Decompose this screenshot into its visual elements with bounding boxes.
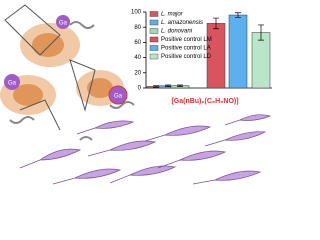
legend-swatch <box>149 53 159 60</box>
y-tick-label: 60 <box>134 40 141 46</box>
legend-swatch <box>149 11 159 17</box>
bar <box>228 14 248 89</box>
legend-swatch <box>149 28 159 34</box>
error-bar <box>235 12 241 18</box>
chart: [Ga(nBu)₂(C₈H₆NO)] 0 20 40 60 80 100 L. major L… <box>131 10 272 105</box>
x-axis-label: [Ga(nBu)₂(C₈H₆NO)] <box>171 98 238 105</box>
ga-label: Ga <box>59 21 68 27</box>
butyl-chains <box>9 21 135 141</box>
bar <box>251 32 271 89</box>
legend-label: L. amazonensis <box>161 20 203 26</box>
error-bar <box>153 85 159 88</box>
legend-label: Positive control LM <box>161 37 212 43</box>
ga-sphere <box>56 15 70 29</box>
nucleus <box>13 84 43 106</box>
nucleus <box>32 33 64 57</box>
error-bar <box>258 24 264 41</box>
y-tick-label: 20 <box>134 70 141 76</box>
y-tick-label: 40 <box>134 55 141 61</box>
legend-label: L. major <box>161 12 184 18</box>
ga-sphere <box>4 74 20 90</box>
legend-swatch <box>149 45 159 51</box>
error-bar <box>213 17 219 30</box>
nucleus <box>87 78 113 98</box>
legend-label: Positive control LD <box>161 54 212 60</box>
y-tick-label: 80 <box>134 25 141 31</box>
legend-label: L. donovani <box>161 29 193 35</box>
page: Ga Ga Ga [Ga(nBu)₂(C₈H₆NO)] 0 20 40 60 80 100… <box>0 4 272 185</box>
error-bar <box>165 84 171 87</box>
molecule-lines <box>4 4 96 131</box>
error-bar <box>177 84 183 87</box>
illustration: Ga Ga Ga <box>0 4 272 185</box>
y-tick-label: 0 <box>138 86 142 92</box>
y-tick-label: 100 <box>131 10 142 16</box>
legend-swatch <box>149 19 159 26</box>
legend-swatch <box>149 36 159 43</box>
ga-sphere <box>108 85 128 105</box>
parasites <box>19 114 272 185</box>
ga-label: Ga <box>8 81 17 87</box>
legend-label: Positive control LA <box>161 46 211 52</box>
ga-label: Ga <box>114 94 123 100</box>
